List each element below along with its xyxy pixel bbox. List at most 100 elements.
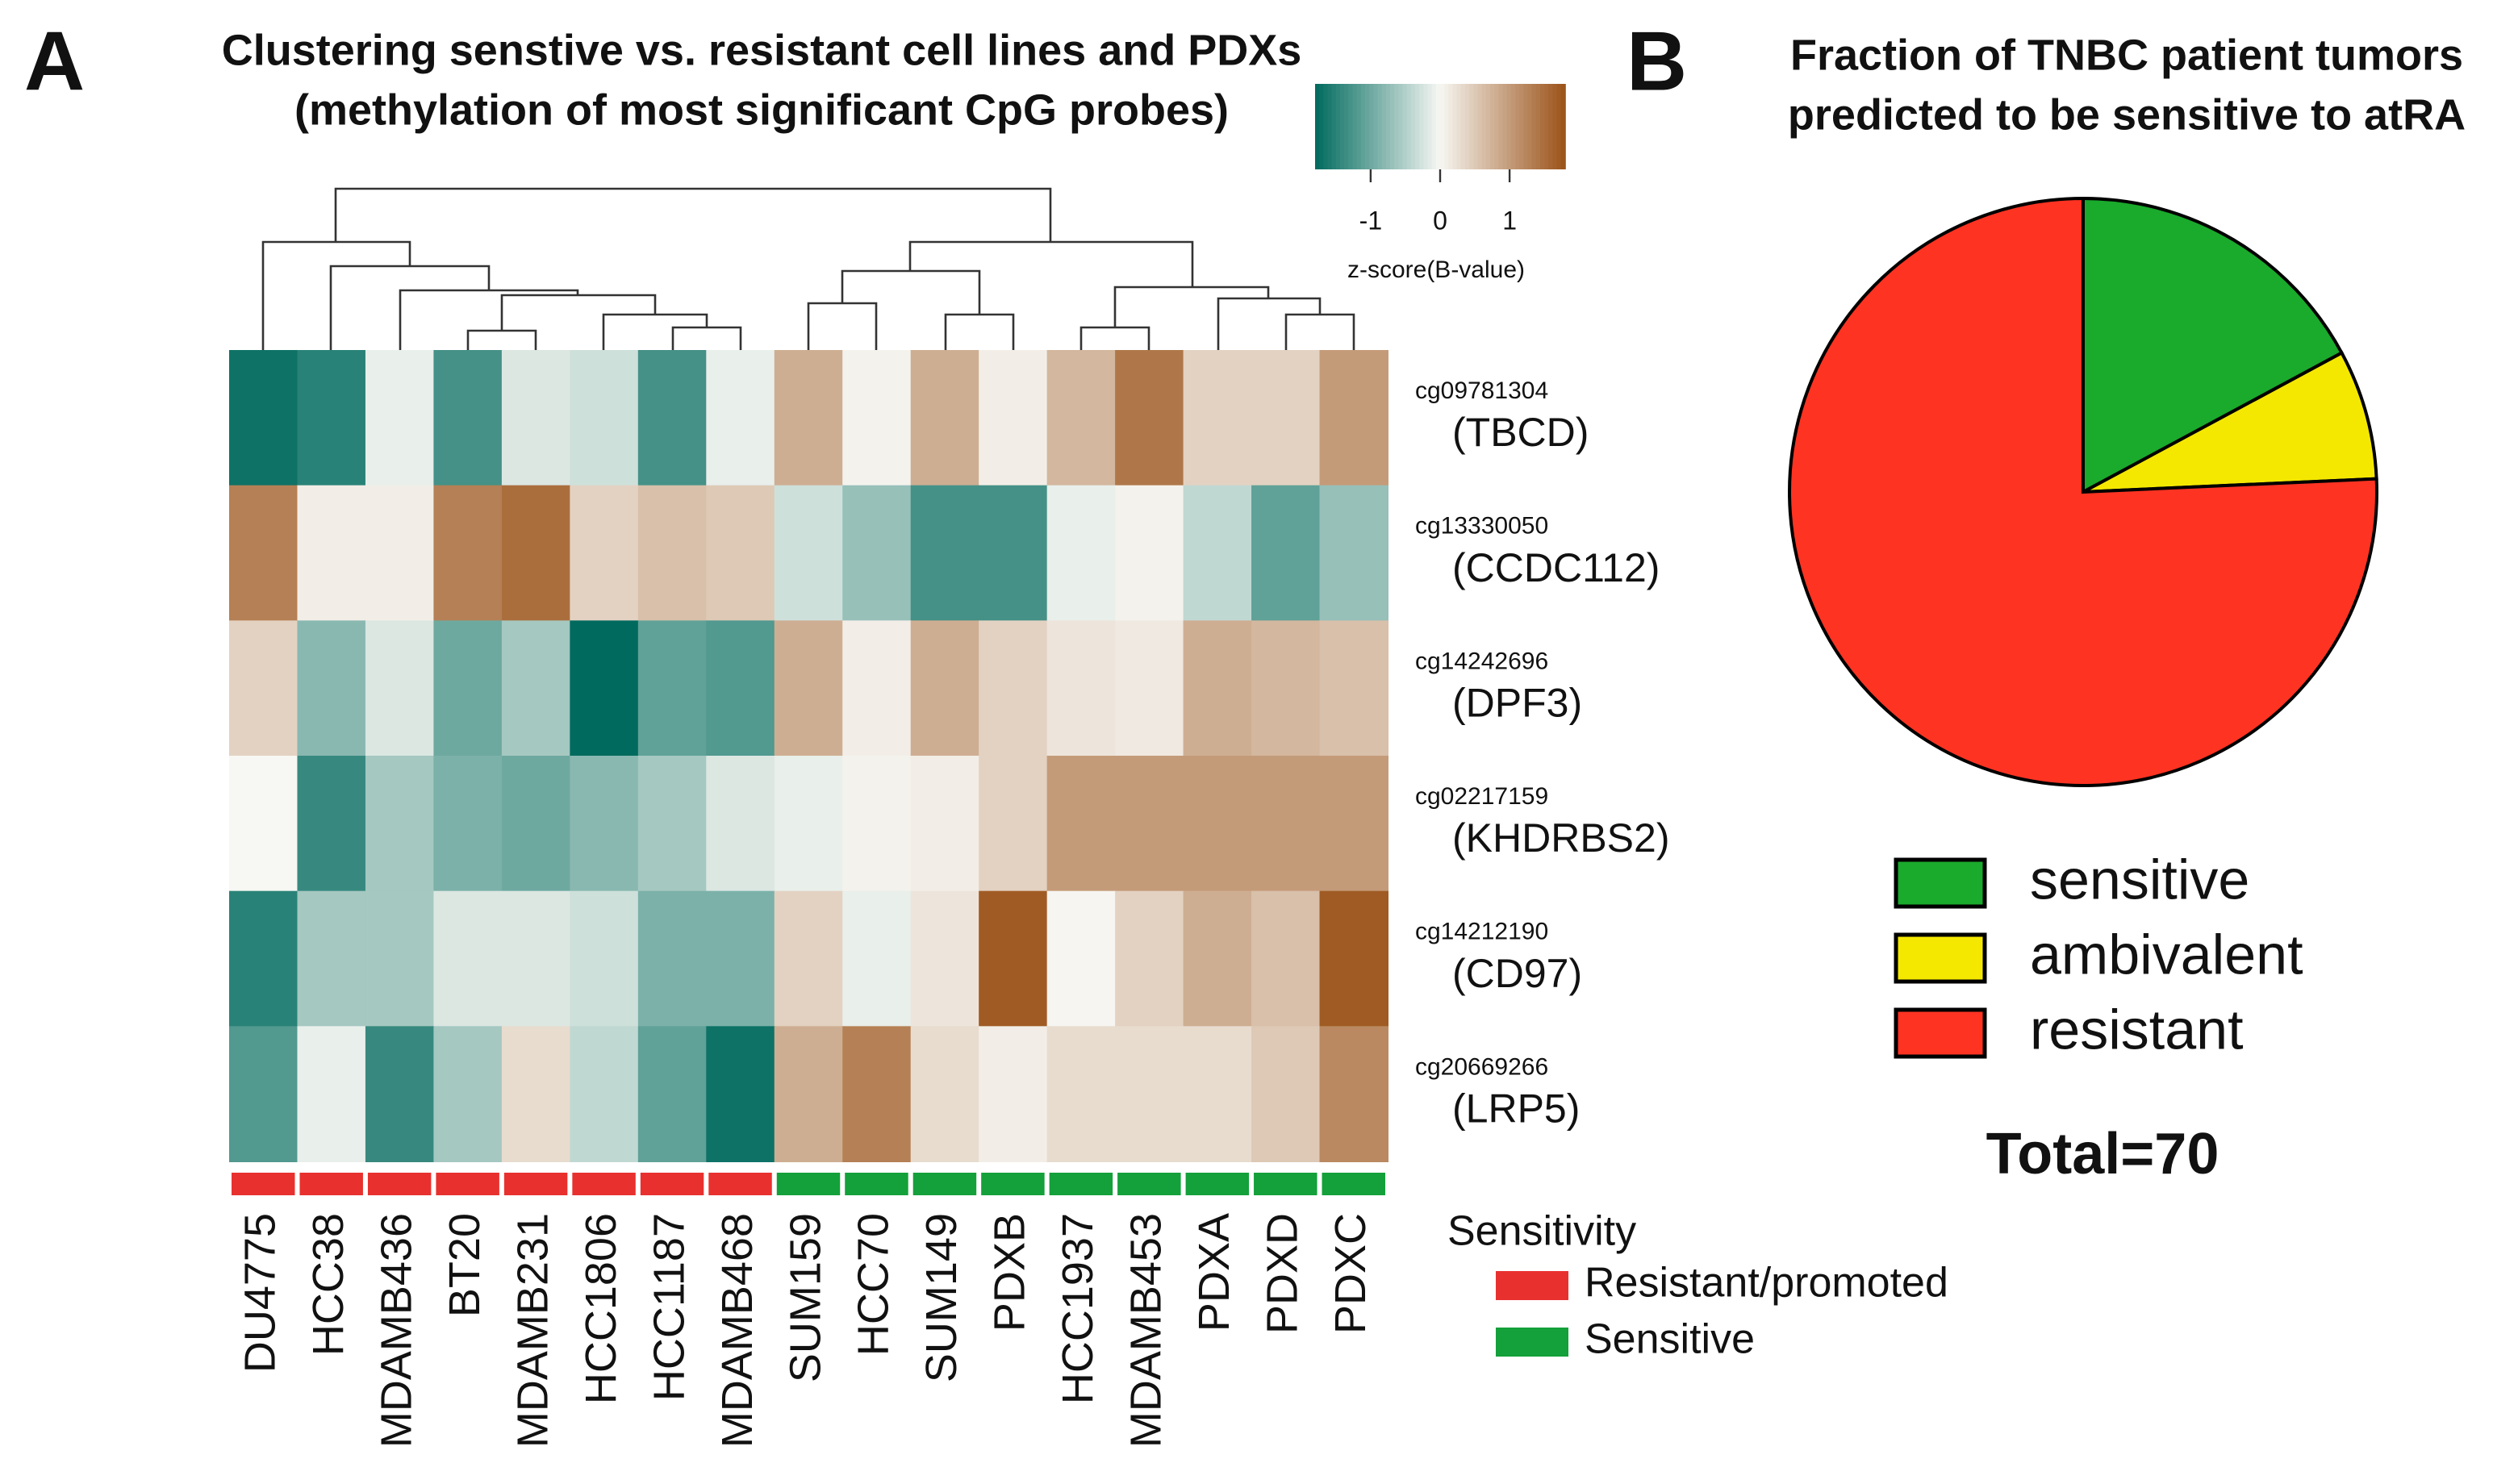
legend-label: resistant <box>2030 998 2244 1061</box>
group-bar <box>1322 1173 1385 1195</box>
heat-cell <box>706 890 775 1028</box>
heat-cell <box>637 485 708 622</box>
chart-title: predicted to be sensitive to atRA <box>1788 90 2466 139</box>
group-bar <box>367 1173 432 1195</box>
heat-cell <box>910 890 980 1028</box>
group-bar <box>1117 1173 1181 1195</box>
heat-cell <box>365 350 435 486</box>
heat-cell <box>365 620 435 757</box>
heat-cell <box>706 620 775 757</box>
column-label: MDAMB468 <box>713 1213 762 1448</box>
legend-swatch <box>1894 857 1987 909</box>
group-bar <box>912 1173 977 1195</box>
gene-label: (CD97) <box>1452 951 1582 996</box>
heat-cell <box>501 890 571 1028</box>
legend-label: ambivalent <box>2030 923 2303 986</box>
heat-cell <box>1251 485 1321 622</box>
probe-label: cg14212190 <box>1415 919 1548 945</box>
probe-label: cg13330050 <box>1415 513 1548 540</box>
heat-cell <box>1183 350 1253 486</box>
heat-cell <box>433 756 503 892</box>
colorbar-step <box>1360 84 1366 169</box>
heat-cell <box>501 620 571 757</box>
heat-cell <box>637 350 708 486</box>
column-label: HCC70 <box>850 1213 898 1356</box>
colorbar-step <box>1344 84 1350 169</box>
colorbar-step <box>1431 84 1437 169</box>
group-bar <box>845 1173 908 1195</box>
probe-label: cg09781304 <box>1415 377 1548 404</box>
group-bar <box>1254 1173 1317 1195</box>
colorbar-step <box>1540 84 1545 169</box>
heat-cell <box>1183 756 1253 892</box>
heat-cell <box>297 1026 366 1162</box>
colorbar-step <box>1415 84 1420 169</box>
legend-label: sensitive <box>2030 848 2249 911</box>
heat-cell <box>1046 890 1117 1028</box>
heat-cell <box>706 485 775 622</box>
heat-cell <box>979 620 1048 757</box>
colorbar-step <box>1544 84 1550 169</box>
heat-cell <box>1251 620 1321 757</box>
colorbar-step <box>1352 84 1358 169</box>
colorbar-step <box>1552 84 1558 169</box>
colorbar-step <box>1531 84 1537 169</box>
colorbar-step <box>1515 84 1520 169</box>
colorbar-step <box>1377 84 1383 169</box>
heat-cell <box>979 756 1048 892</box>
group-bar <box>776 1173 841 1195</box>
legend-label: Sensitive <box>1585 1316 1755 1363</box>
colorbar-step <box>1410 84 1416 169</box>
heat-cell <box>1046 756 1117 892</box>
column-label: HCC1187 <box>645 1213 693 1401</box>
heat-cell <box>365 485 435 622</box>
column-label: MDAMB436 <box>372 1213 420 1448</box>
heat-cell <box>637 890 708 1028</box>
heat-cell <box>774 350 844 486</box>
heat-cell <box>365 890 435 1028</box>
group-bar <box>572 1173 636 1195</box>
heat-cell <box>297 485 366 622</box>
heat-cell <box>1319 1026 1388 1162</box>
gene-label: (TBCD) <box>1452 410 1589 455</box>
colorbar-step <box>1335 84 1341 169</box>
heat-cell <box>910 756 980 892</box>
heat-cell <box>910 620 980 757</box>
heat-cell <box>365 756 435 892</box>
group-bar <box>708 1173 772 1195</box>
heat-cell <box>1115 890 1184 1028</box>
colorbar-step <box>1331 84 1337 169</box>
group-bar <box>1049 1173 1113 1195</box>
chart-title: Clustering senstive vs. resistant cell l… <box>222 26 1302 74</box>
heat-cell <box>979 485 1048 622</box>
heat-cell <box>570 756 639 892</box>
heat-cell <box>1046 1026 1117 1162</box>
colorbar-step <box>1440 84 1445 169</box>
column-label: BT20 <box>441 1213 489 1317</box>
colorbar-step <box>1527 84 1533 169</box>
colorbar-step <box>1477 84 1483 169</box>
column-label: MDAMB453 <box>1122 1213 1171 1448</box>
group-bar <box>640 1173 704 1195</box>
colorbar-step <box>1390 84 1395 169</box>
heat-cell <box>1251 756 1321 892</box>
colorbar-step <box>1423 84 1429 169</box>
heat-cell <box>297 350 366 486</box>
colorbar-step <box>1398 84 1404 169</box>
heat-cell <box>501 350 571 486</box>
heat-cell <box>1046 350 1117 486</box>
colorbar-step <box>1523 84 1529 169</box>
heat-cell <box>1046 620 1117 757</box>
pie-slice <box>2082 350 2378 494</box>
colorbar-step <box>1340 84 1345 169</box>
colorbar-step <box>1402 84 1408 169</box>
heat-cell <box>979 890 1048 1028</box>
colorbar-step <box>1348 84 1354 169</box>
heat-cell <box>570 350 639 486</box>
column-label: SUM159 <box>781 1213 829 1382</box>
column-label: PDXC <box>1326 1213 1375 1334</box>
heat-cell <box>570 890 639 1028</box>
heat-cell <box>842 1026 912 1162</box>
heat-cell <box>637 1026 708 1162</box>
